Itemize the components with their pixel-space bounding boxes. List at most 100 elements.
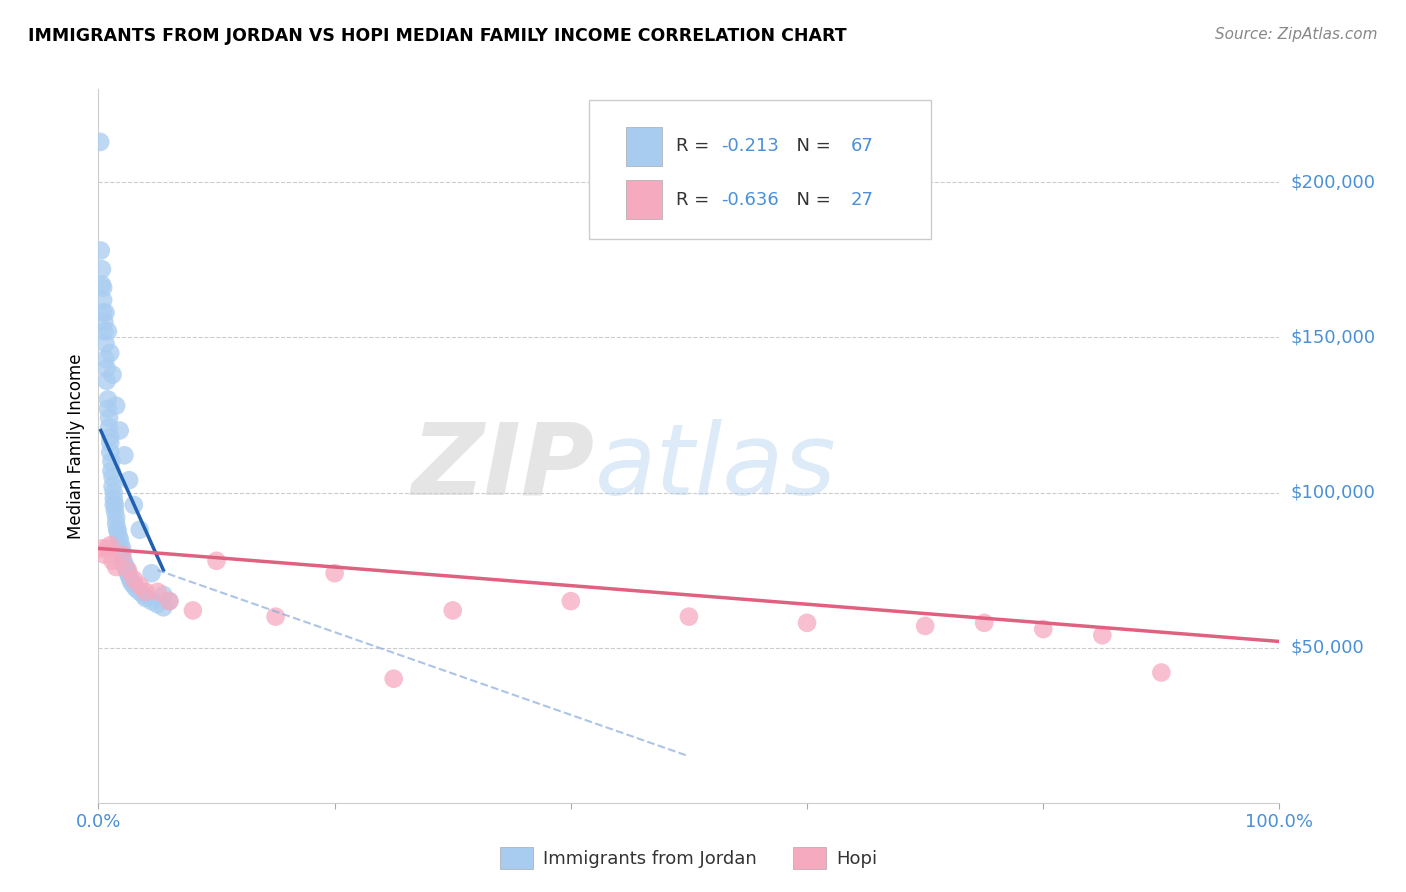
Point xyxy=(98,445,121,459)
Point xyxy=(796,615,818,630)
Point xyxy=(128,523,150,537)
Point xyxy=(111,548,134,562)
Point xyxy=(111,541,134,556)
Point xyxy=(94,305,117,319)
Point xyxy=(157,594,180,608)
Text: ZIP: ZIP xyxy=(412,419,595,516)
FancyBboxPatch shape xyxy=(626,180,662,219)
Point xyxy=(91,305,114,319)
Point xyxy=(914,619,936,633)
Point xyxy=(146,584,169,599)
Point xyxy=(91,262,114,277)
Point xyxy=(107,529,129,543)
Point xyxy=(100,464,122,478)
Point xyxy=(108,532,131,546)
FancyBboxPatch shape xyxy=(589,100,931,239)
Point xyxy=(101,470,124,484)
Point xyxy=(94,336,117,351)
FancyBboxPatch shape xyxy=(626,127,662,166)
Point xyxy=(128,584,150,599)
Point xyxy=(96,361,118,376)
Point xyxy=(103,498,125,512)
Point xyxy=(98,538,121,552)
Text: R =: R = xyxy=(676,191,714,209)
Point xyxy=(1150,665,1173,680)
Point xyxy=(117,566,139,581)
Legend: Immigrants from Jordan, Hopi: Immigrants from Jordan, Hopi xyxy=(494,839,884,876)
Point xyxy=(97,541,120,556)
Text: $50,000: $50,000 xyxy=(1291,639,1364,657)
Point xyxy=(93,548,115,562)
Point xyxy=(103,491,125,506)
Point xyxy=(122,498,145,512)
Text: IMMIGRANTS FROM JORDAN VS HOPI MEDIAN FAMILY INCOME CORRELATION CHART: IMMIGRANTS FROM JORDAN VS HOPI MEDIAN FA… xyxy=(28,27,846,45)
Text: 27: 27 xyxy=(851,191,873,209)
Point xyxy=(105,560,128,574)
Point xyxy=(91,277,114,292)
Point xyxy=(90,244,112,258)
Point xyxy=(118,473,141,487)
Text: -0.636: -0.636 xyxy=(721,191,779,209)
Point xyxy=(97,392,120,407)
Point xyxy=(264,609,287,624)
Point xyxy=(91,541,114,556)
Point xyxy=(141,566,163,581)
Point xyxy=(96,374,118,388)
Point xyxy=(1091,628,1114,642)
Point xyxy=(1032,622,1054,636)
Point xyxy=(93,324,115,338)
Point xyxy=(115,563,138,577)
Point xyxy=(97,324,120,338)
Point xyxy=(125,582,148,596)
Text: 67: 67 xyxy=(851,137,873,155)
Point xyxy=(98,436,121,450)
Point xyxy=(98,430,121,444)
Point xyxy=(973,615,995,630)
Point xyxy=(100,454,122,468)
Point xyxy=(103,485,125,500)
Point xyxy=(122,579,145,593)
Point xyxy=(110,538,132,552)
Y-axis label: Median Family Income: Median Family Income xyxy=(67,353,86,539)
Point xyxy=(128,579,150,593)
Point xyxy=(152,600,174,615)
Point xyxy=(181,603,204,617)
Point xyxy=(105,523,128,537)
Point xyxy=(441,603,464,617)
Point xyxy=(112,448,135,462)
Point xyxy=(98,346,121,360)
Point xyxy=(117,563,139,577)
Point xyxy=(104,504,127,518)
Text: N =: N = xyxy=(785,137,837,155)
Point xyxy=(118,569,141,583)
Point xyxy=(98,420,121,434)
Point xyxy=(120,573,142,587)
Point xyxy=(132,588,155,602)
Point xyxy=(112,557,135,571)
Point xyxy=(152,588,174,602)
Point xyxy=(122,573,145,587)
Point xyxy=(141,594,163,608)
Point xyxy=(97,401,120,416)
Point xyxy=(101,554,124,568)
Text: $100,000: $100,000 xyxy=(1291,483,1375,501)
Point xyxy=(382,672,405,686)
Point xyxy=(146,597,169,611)
Point xyxy=(560,594,582,608)
Point xyxy=(135,591,157,605)
Text: $200,000: $200,000 xyxy=(1291,173,1375,191)
Point xyxy=(108,424,131,438)
Text: -0.213: -0.213 xyxy=(721,137,779,155)
Text: atlas: atlas xyxy=(595,419,837,516)
Point xyxy=(114,560,136,574)
Point xyxy=(105,523,128,537)
Point xyxy=(105,510,128,524)
Point xyxy=(678,609,700,624)
Point xyxy=(157,594,180,608)
Text: Source: ZipAtlas.com: Source: ZipAtlas.com xyxy=(1215,27,1378,42)
Point xyxy=(93,315,115,329)
Point xyxy=(111,548,134,562)
Point xyxy=(91,293,114,308)
Point xyxy=(135,584,157,599)
Point xyxy=(98,411,121,425)
